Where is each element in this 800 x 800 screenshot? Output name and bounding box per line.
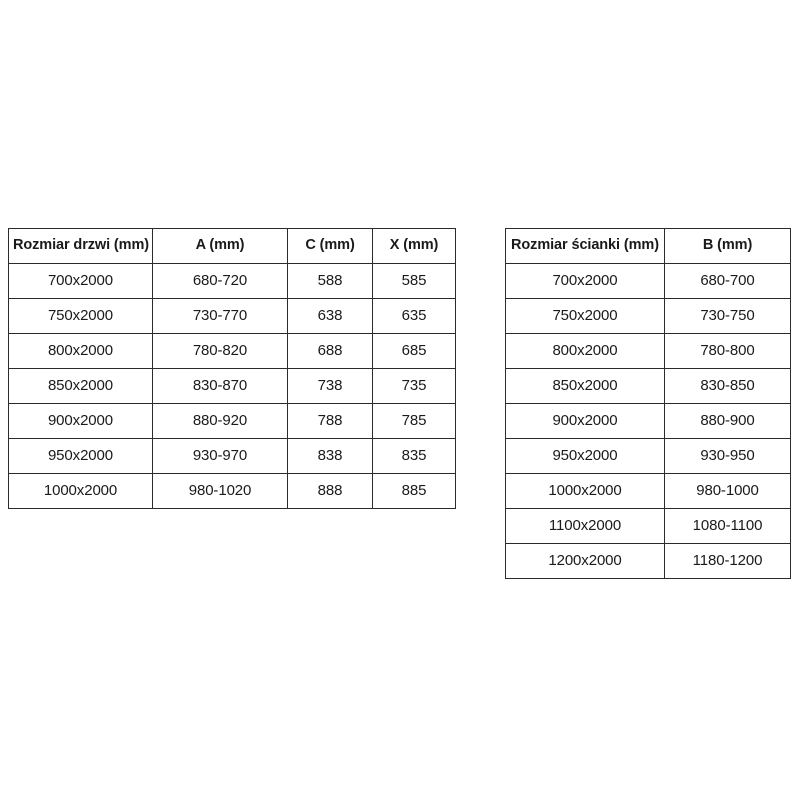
cell-wall-size: 750x2000	[505, 298, 665, 334]
column-header-c: C (mm)	[287, 228, 373, 264]
cell-a: 680-720	[152, 263, 288, 299]
column-header-wall-size: Rozmiar ścianki (mm)	[505, 228, 665, 264]
cell-x: 685	[372, 333, 456, 369]
table-row: 950x2000 930-950	[505, 438, 791, 474]
cell-wall-size: 950x2000	[505, 438, 665, 474]
cell-b: 1180-1200	[664, 543, 791, 579]
table-row: 750x2000 730-770 638 635	[8, 298, 456, 334]
cell-wall-size: 800x2000	[505, 333, 665, 369]
cell-x: 585	[372, 263, 456, 299]
cell-c: 638	[287, 298, 373, 334]
table-row: 850x2000 830-850	[505, 368, 791, 404]
table-row: 1200x2000 1180-1200	[505, 543, 791, 579]
cell-c: 888	[287, 473, 373, 509]
cell-wall-size: 900x2000	[505, 403, 665, 439]
cell-door-size: 750x2000	[8, 298, 153, 334]
column-header-b: B (mm)	[664, 228, 791, 264]
cell-wall-size: 1200x2000	[505, 543, 665, 579]
table-row: 1000x2000 980-1020 888 885	[8, 473, 456, 509]
table-row: 900x2000 880-920 788 785	[8, 403, 456, 439]
cell-a: 830-870	[152, 368, 288, 404]
cell-door-size: 800x2000	[8, 333, 153, 369]
cell-b: 880-900	[664, 403, 791, 439]
cell-wall-size: 1100x2000	[505, 508, 665, 544]
cell-door-size: 700x2000	[8, 263, 153, 299]
column-header-door-size: Rozmiar drzwi (mm)	[8, 228, 153, 264]
cell-x: 635	[372, 298, 456, 334]
cell-c: 788	[287, 403, 373, 439]
cell-a: 980-1020	[152, 473, 288, 509]
cell-wall-size: 700x2000	[505, 263, 665, 299]
table-row: 750x2000 730-750	[505, 298, 791, 334]
column-header-x: X (mm)	[372, 228, 456, 264]
table-row: 800x2000 780-800	[505, 333, 791, 369]
table-header-row: Rozmiar ścianki (mm) B (mm)	[505, 228, 791, 264]
cell-a: 880-920	[152, 403, 288, 439]
table-header-row: Rozmiar drzwi (mm) A (mm) C (mm) X (mm)	[8, 228, 456, 264]
cell-x: 785	[372, 403, 456, 439]
door-size-table: Rozmiar drzwi (mm) A (mm) C (mm) X (mm) …	[8, 228, 456, 509]
cell-b: 780-800	[664, 333, 791, 369]
column-header-a: A (mm)	[152, 228, 288, 264]
cell-door-size: 1000x2000	[8, 473, 153, 509]
cell-b: 1080-1100	[664, 508, 791, 544]
cell-c: 688	[287, 333, 373, 369]
table-row: 800x2000 780-820 688 685	[8, 333, 456, 369]
cell-a: 730-770	[152, 298, 288, 334]
cell-x: 835	[372, 438, 456, 474]
table-row: 1100x2000 1080-1100	[505, 508, 791, 544]
table-row: 900x2000 880-900	[505, 403, 791, 439]
cell-c: 838	[287, 438, 373, 474]
cell-a: 930-970	[152, 438, 288, 474]
table-row: 700x2000 680-720 588 585	[8, 263, 456, 299]
cell-c: 588	[287, 263, 373, 299]
wall-panel-size-table: Rozmiar ścianki (mm) B (mm) 700x2000 680…	[505, 228, 791, 579]
cell-wall-size: 850x2000	[505, 368, 665, 404]
table-row: 950x2000 930-970 838 835	[8, 438, 456, 474]
cell-door-size: 850x2000	[8, 368, 153, 404]
table-row: 700x2000 680-700	[505, 263, 791, 299]
cell-c: 738	[287, 368, 373, 404]
table-row: 1000x2000 980-1000	[505, 473, 791, 509]
cell-a: 780-820	[152, 333, 288, 369]
cell-x: 735	[372, 368, 456, 404]
cell-x: 885	[372, 473, 456, 509]
cell-b: 830-850	[664, 368, 791, 404]
cell-b: 980-1000	[664, 473, 791, 509]
wall-panel-size-table-container: Rozmiar ścianki (mm) B (mm) 700x2000 680…	[505, 228, 791, 579]
cell-wall-size: 1000x2000	[505, 473, 665, 509]
cell-b: 680-700	[664, 263, 791, 299]
door-size-table-container: Rozmiar drzwi (mm) A (mm) C (mm) X (mm) …	[8, 228, 456, 509]
cell-b: 730-750	[664, 298, 791, 334]
cell-door-size: 950x2000	[8, 438, 153, 474]
table-row: 850x2000 830-870 738 735	[8, 368, 456, 404]
cell-b: 930-950	[664, 438, 791, 474]
cell-door-size: 900x2000	[8, 403, 153, 439]
